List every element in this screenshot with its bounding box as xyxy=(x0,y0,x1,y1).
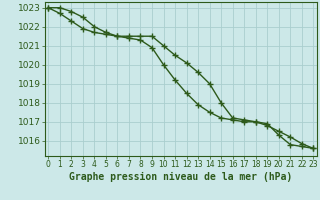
X-axis label: Graphe pression niveau de la mer (hPa): Graphe pression niveau de la mer (hPa) xyxy=(69,172,292,182)
